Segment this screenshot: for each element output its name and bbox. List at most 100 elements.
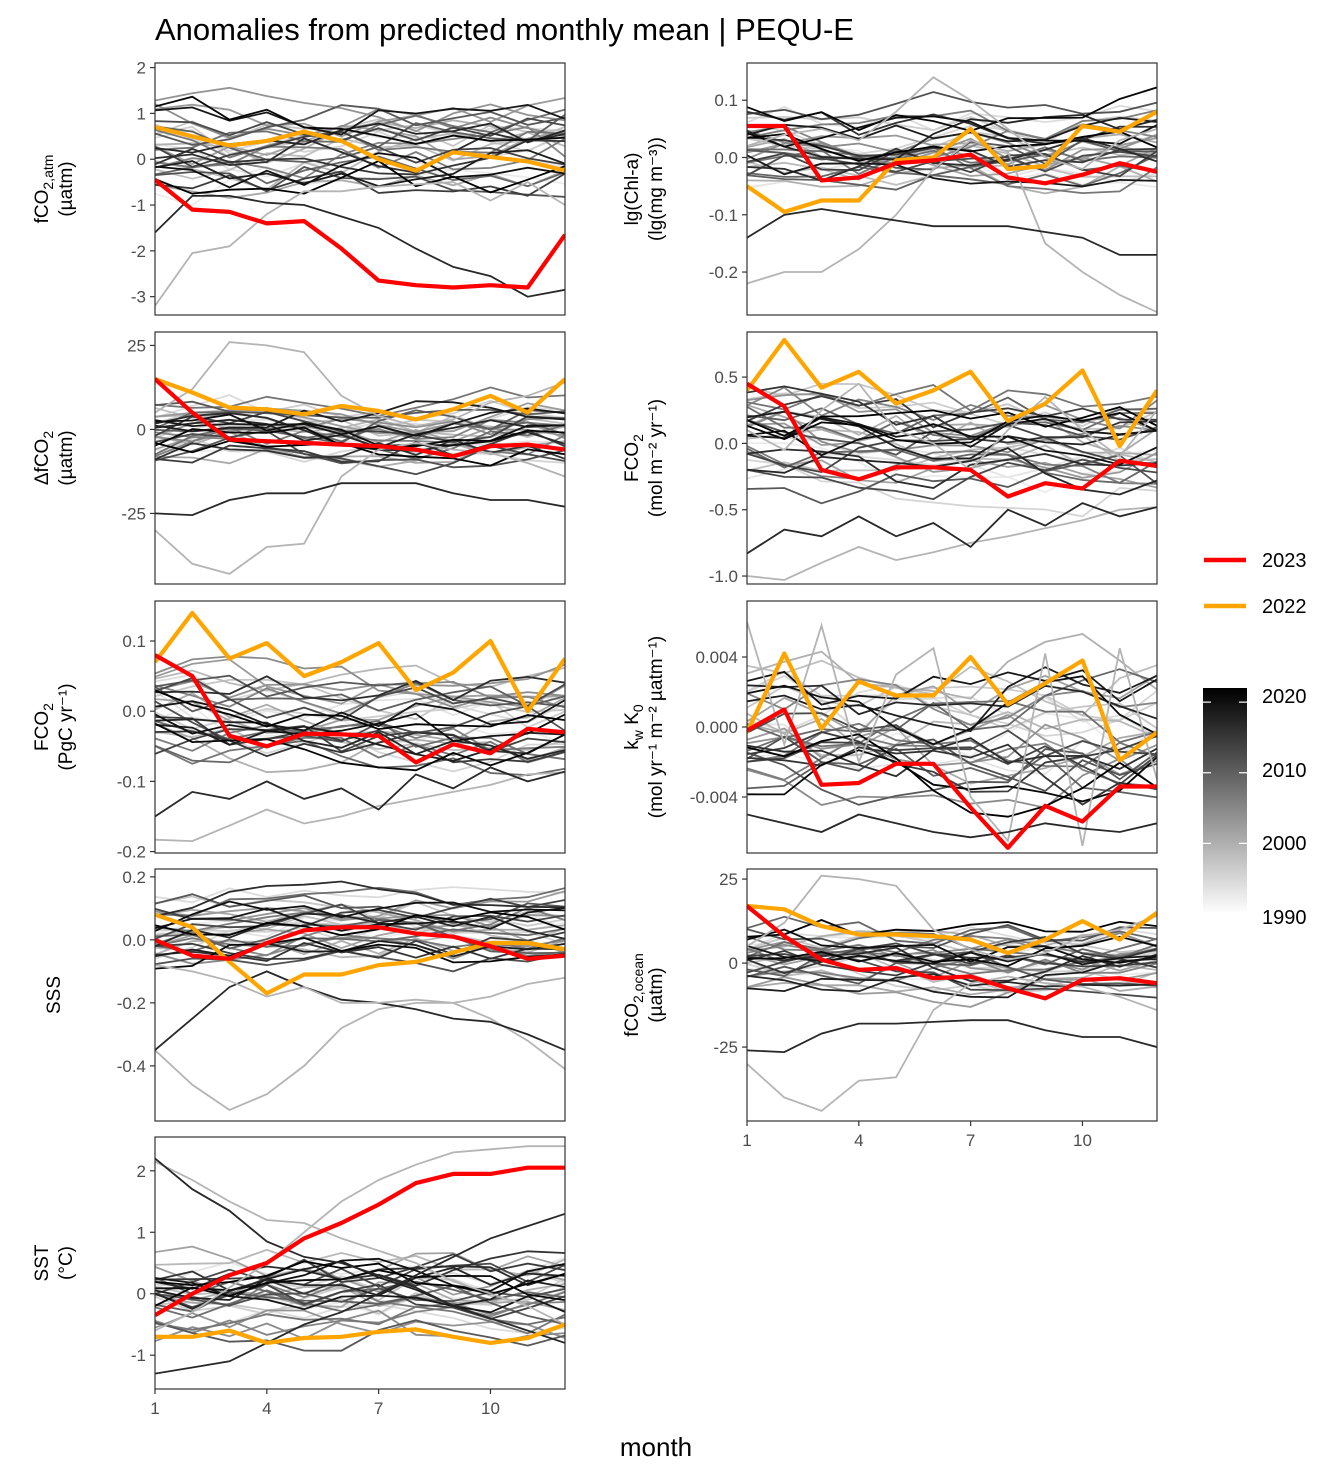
legend-label-2022: 2022: [1262, 596, 1307, 618]
y-tick-label: 0.0: [714, 434, 738, 453]
series-line-2023: [155, 653, 565, 765]
history-line: [155, 194, 565, 298]
x-tick-label: 10: [1073, 1131, 1092, 1150]
history-line: [747, 154, 1157, 188]
series-line-2022: [747, 337, 1157, 449]
y-axis-label-fco2ocean: fCO2,ocean: [622, 953, 646, 1037]
history-line: [155, 1283, 565, 1320]
panel-frame: [746, 868, 1158, 1122]
history-line: [155, 410, 565, 443]
y-tick-label: -25: [713, 1038, 738, 1057]
history-line: [155, 900, 565, 932]
y-tick-label: 1: [137, 104, 146, 123]
y-tick-label: -0.2: [117, 843, 146, 862]
y-tick-label: 0.2: [122, 868, 146, 887]
history-line: [155, 919, 565, 955]
history-line: [155, 438, 565, 461]
history-line: [155, 439, 565, 467]
colorbar-label-2010: 2010: [1262, 760, 1307, 782]
history-line: [155, 1145, 565, 1332]
history-line: [155, 924, 565, 954]
legend-label-2023: 2023: [1262, 550, 1307, 572]
history-line: [155, 771, 565, 843]
history-line: [747, 944, 1157, 966]
y-axis-label-dfco2: ΔfCO2: [32, 431, 56, 485]
y-tick-label: 0: [137, 1285, 146, 1304]
history-line: [155, 931, 565, 960]
y-tick-label: -0.2: [709, 263, 738, 282]
history-line: [747, 150, 1157, 177]
y-tick-label: -1: [131, 196, 146, 215]
y-tick-label: -3: [131, 288, 146, 307]
y-axis-unit-fco2pgc: (PgC yr⁻¹): [56, 683, 77, 770]
history-line: [155, 126, 565, 180]
y-axis-label-fco2flux: FCO2: [622, 434, 646, 482]
history-line: [747, 86, 1157, 132]
y-tick-label: 0.0: [714, 149, 738, 168]
history-line: [155, 407, 565, 437]
y-tick-label: -0.4: [117, 1057, 146, 1076]
history-line: [155, 1257, 565, 1292]
history-line: [747, 958, 1157, 999]
y-tick-label: 2: [137, 1162, 146, 1181]
history-line: [155, 739, 565, 777]
history-line: [747, 445, 1157, 485]
y-tick-label: 0.000: [695, 718, 738, 737]
colorbar-ticks: [1203, 701, 1247, 915]
history-line: [155, 169, 565, 199]
history-line: [747, 957, 1157, 982]
series-line-2023: [155, 925, 565, 961]
history-line: [155, 108, 565, 151]
history-line: [747, 737, 1157, 778]
history-line: [155, 700, 565, 743]
y-tick-label: 0.1: [714, 91, 738, 110]
panel-fco2atm: 2 1 0 -1 -2 -3 fCO2,atm (µatm): [32, 59, 566, 316]
plot-area-sst: [155, 1145, 565, 1375]
series-line-2023: [155, 377, 565, 459]
y-axis-unit-kwk0: (mol yr⁻¹ m⁻² µatm⁻¹): [646, 636, 667, 818]
history-line: [747, 392, 1157, 428]
x-tick-label: 4: [262, 1399, 271, 1418]
series-line-2023: [155, 178, 565, 290]
history-line: [747, 406, 1157, 442]
history-line: [155, 677, 565, 722]
history-line: [155, 689, 565, 731]
y-tick-label: 1: [137, 1223, 146, 1242]
history-line: [747, 416, 1157, 448]
panel-frame: [154, 1136, 566, 1390]
series-line-2023: [747, 123, 1157, 186]
series-line-2022: [155, 125, 565, 173]
history-line: [747, 731, 1157, 793]
history-line: [747, 735, 1157, 793]
plot-area-kwk0: [747, 621, 1157, 850]
history-line: [155, 906, 565, 933]
history-line: [155, 664, 565, 692]
history-line: [155, 482, 565, 517]
y-tick-label: 0: [137, 420, 146, 439]
history-line: [747, 428, 1157, 466]
history-line: [155, 936, 565, 970]
y-tick-label: -0.2: [117, 994, 146, 1013]
history-line: [747, 928, 1157, 964]
history-line: [155, 341, 565, 428]
history-line: [747, 109, 1157, 140]
series-line-2022: [747, 651, 1157, 763]
plot-area-fco2pgc: [155, 610, 565, 843]
y-tick-label: -25: [121, 504, 146, 523]
history-line: [747, 502, 1157, 555]
history-line: [747, 134, 1157, 166]
series-line-2022: [155, 610, 565, 714]
history-line: [155, 912, 565, 947]
history-line: [747, 435, 1157, 466]
history-line: [747, 137, 1157, 182]
panel-kwk0: 0.004 0.000 -0.004 kw K0 (mol yr⁻¹ m⁻² µatm⁻…: [622, 600, 1158, 854]
y-tick-label: 0.5: [714, 368, 738, 387]
history-line: [155, 181, 565, 307]
history-line: [155, 411, 565, 443]
history-line: [747, 684, 1157, 720]
history-line: [747, 633, 1157, 700]
y-axis-unit-fco2ocean: (µatm): [646, 967, 667, 1022]
history-line: [155, 170, 565, 197]
history-line: [747, 458, 1157, 501]
